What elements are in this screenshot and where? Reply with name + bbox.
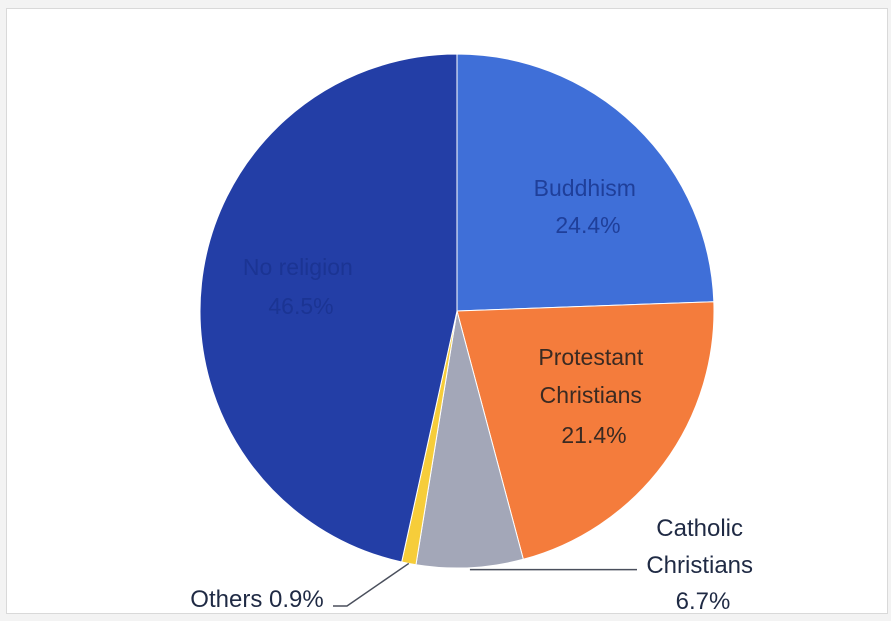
label-buddhism-name: Buddhism [534,175,636,201]
label-protestant-name2: Christians [540,382,642,408]
chart-frame: Buddhism 24.4% Protestant Christians 21.… [6,8,888,615]
label-no-religion-value: 46.5% [268,293,333,319]
label-buddhism: Buddhism 24.4% [534,175,643,238]
label-protestant-value: 21.4% [561,422,626,448]
pie-slice-buddhism [456,53,715,312]
pie-chart: Buddhism 24.4% Protestant Christians 21.… [190,53,759,615]
label-no-religion: No religion 46.5% [243,254,359,319]
label-protestant-name: Protestant [538,344,643,370]
pie-slice-catholic-christians [415,310,524,569]
label-catholic-name: Catholic [656,515,743,542]
label-others: Others 0.9% [190,586,323,613]
label-others-text: Others 0.9% [190,586,323,613]
leader-line-others [333,562,410,607]
pie-slices [199,53,715,569]
leader-lines [333,562,637,607]
pie-slice-protestant-christians [456,301,715,560]
label-catholic-value: 6.7% [676,588,731,615]
label-no-religion-name: No religion [243,254,353,280]
label-catholic-name2: Christians [646,552,753,579]
label-catholic: Catholic Christians 6.7% [646,515,759,615]
label-buddhism-value: 24.4% [555,212,620,238]
label-protestant: Protestant Christians 21.4% [538,344,649,448]
pie-slice-no-religion [199,53,458,563]
